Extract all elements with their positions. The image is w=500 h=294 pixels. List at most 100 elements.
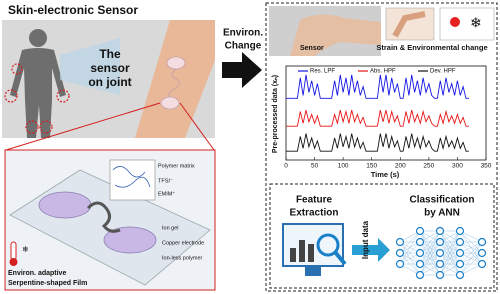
ann-edge [439,230,461,265]
x-tick-label: 200 [395,163,406,170]
x-tick-label: 250 [423,163,434,170]
arm [135,20,215,138]
ann-node [477,259,487,269]
series-line [286,109,469,127]
strain-icon [385,7,435,41]
body-silhouette [10,29,66,138]
x-tick-label: 0 [284,163,288,170]
magnifier-handle [333,250,347,266]
ann-edge [399,230,421,254]
ion-gel [38,191,157,254]
ann-node [415,259,425,269]
title: Skin-electronic Sensor [8,3,138,17]
ann-node [395,248,405,258]
ann-edge [439,252,461,276]
ann-node [435,248,445,258]
thermo-icon: ❄ [9,241,29,266]
feature-label: Feature [296,195,333,206]
ann-node [435,226,445,236]
x-tick-label: 100 [338,163,349,170]
polymer-chain [112,166,151,188]
environment-icon [439,7,495,41]
ann-node [415,270,425,280]
ann-edge [459,241,483,265]
classification-label: Classification [409,195,474,206]
ann-edge [459,241,483,276]
y-axis-label: Pre-processed data (xₙ) [272,75,279,153]
right-box [265,2,498,292]
ann-node [435,237,445,247]
classification-label: by ANN [424,208,460,219]
film-label: Ion-less polymer [162,255,203,261]
snow-icon: ❄ [22,245,29,254]
x-tick-label: 350 [481,163,492,170]
ann-node [395,259,405,269]
ann-node [455,248,465,258]
ann-edge [419,241,441,276]
legend-label: Abs. HPF [370,69,396,75]
series-line [286,133,469,152]
series-line [286,74,469,99]
input-arrow [352,238,390,262]
snow-icon: ❄ [470,15,482,31]
film-label: TFSI⁻ [158,178,173,184]
ann-edge [419,230,441,276]
zoom-lines [5,102,215,151]
serpentine [86,201,121,233]
sun-icon [450,17,460,27]
film-label: Copper electrode [162,240,204,246]
analysis-box [269,183,495,289]
bent-arm [392,11,426,38]
ann-node [395,237,405,247]
ann-node [455,226,465,236]
ann-edge [419,252,441,276]
beam [60,38,120,95]
sensor-patch [160,56,186,110]
x-tick-label: 300 [452,163,463,170]
ann-node [477,237,487,247]
film-labels: Polymer matrix TFSI⁻ EMIM⁺ Ion gel Coppe… [158,163,204,261]
sensor-label: sensor [90,61,130,75]
ann-edge [459,252,483,276]
joint-markers [4,63,70,134]
ann-edge [399,230,421,265]
ann-node [477,248,487,258]
film-label: EMIM⁺ [158,190,175,197]
ann-node [455,237,465,247]
x-tick-label: 150 [366,163,377,170]
molecule-inset [109,159,156,201]
condition-label: Strain & Environmental change [376,43,487,52]
sensor-label: on joint [88,75,131,89]
input-label: Input data [361,220,370,259]
x-axis-label: Time (s) [371,170,400,179]
film-label: Polymer matrix [158,163,195,169]
monitor-stand [305,266,321,276]
change-label: Environ. [223,28,263,39]
chart: Pre-processed data (xₙ) Time (s) 0 50 100 1… [272,65,492,179]
ann-node [415,237,425,247]
ann-icon [395,226,487,280]
ann-node [435,259,445,269]
bars-icon [290,240,314,262]
plot-frame [285,65,487,161]
legend-label: Res. LPF [310,69,335,75]
ann-edge [439,230,461,254]
ann-edge [419,230,441,254]
film-label: Ion gel [162,225,179,231]
film-title: Environ. adaptive [8,270,66,277]
ann-edge [439,230,461,276]
elbow [290,14,381,57]
legend-label: Dev. HPF [430,69,456,75]
magnifier [316,233,340,257]
ann-node [415,248,425,258]
feature-label: Extraction [290,208,339,219]
ann-edge [439,241,461,276]
sensor-label: The [99,47,121,61]
arrow [222,52,262,88]
photo-label: Sensor [300,45,324,52]
ann-edge [419,230,441,265]
ann-node [455,270,465,280]
ann-node [415,226,425,236]
film-title: Serpentine-shaped Film [8,280,87,287]
